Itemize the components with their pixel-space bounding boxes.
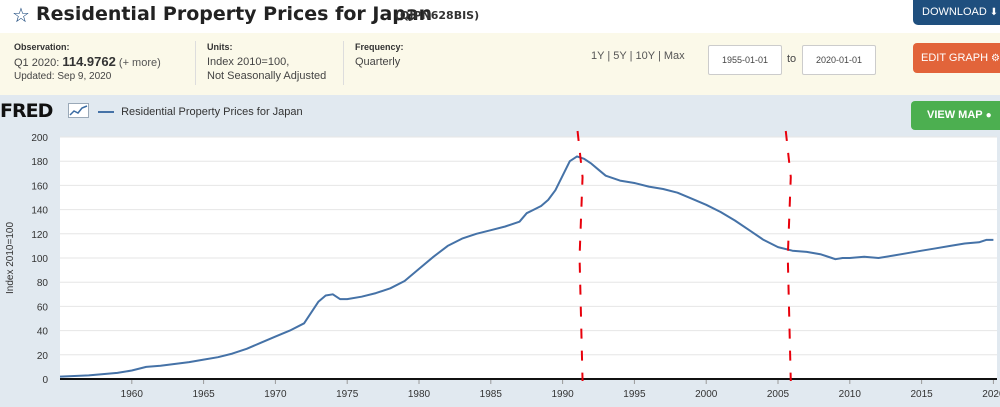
fred-logo: FRED (0, 100, 53, 122)
observation-label: Observation: (14, 42, 70, 52)
y-tick-label: 160 (31, 181, 48, 192)
favorite-star-icon[interactable]: ☆ (12, 5, 30, 27)
x-tick-label: 1975 (336, 389, 359, 400)
start-date-input[interactable]: 1955-01-01 (708, 45, 782, 75)
y-tick-label: 60 (37, 302, 49, 313)
x-tick-label: 2000 (695, 389, 718, 400)
chart-legend: Residential Property Prices for Japan (98, 106, 303, 118)
y-tick-label: 100 (31, 254, 48, 265)
x-tick-label: 1980 (408, 389, 431, 400)
y-tick-label: 120 (31, 230, 48, 241)
page-title: Residential Property Prices for Japan (36, 3, 433, 25)
legend-swatch (98, 111, 114, 114)
download-icon: ⬇ (989, 7, 999, 18)
y-tick-label: 0 (42, 375, 48, 386)
series-id: (QJPN628BIS) (395, 9, 480, 22)
observation-value: 114.9762 (62, 54, 116, 69)
legend-series-label: Residential Property Prices for Japan (121, 106, 303, 118)
download-button[interactable]: DOWNLOAD ⬇ (913, 0, 1000, 25)
y-tick-label: 140 (31, 206, 48, 217)
series-line (59, 155, 994, 378)
range-5y-button[interactable]: 5Y (613, 50, 627, 62)
x-tick-label: 1970 (264, 389, 287, 400)
end-date-input[interactable]: 2020-01-01 (802, 45, 876, 75)
x-tick-label: 1995 (623, 389, 646, 400)
x-tick-label: 2015 (910, 389, 933, 400)
range-max-button[interactable]: Max (663, 50, 685, 62)
y-tick-label: 40 (37, 327, 49, 338)
edit-graph-label: EDIT GRAPH (921, 52, 989, 64)
x-tick-label: 1985 (480, 389, 503, 400)
units-line-2: Not Seasonally Adjusted (207, 70, 327, 82)
page-header: ☆ Residential Property Prices for Japan … (0, 0, 1000, 33)
fred-chart-icon (68, 103, 89, 118)
range-separator: | (607, 50, 611, 62)
observation-more-link[interactable]: (+ more) (118, 57, 161, 69)
divider (343, 41, 344, 85)
y-axis-title: Index 2010=100 (5, 222, 16, 294)
units-label: Units: (207, 42, 233, 52)
x-tick-label: 2020 (982, 389, 1000, 400)
y-tick-label: 200 (31, 133, 48, 144)
y-tick-label: 180 (31, 157, 48, 168)
range-separator: | (657, 50, 661, 62)
annotation-dashed-line (784, 130, 792, 382)
date-to-label: to (787, 53, 797, 65)
view-map-button[interactable]: VIEW MAP ● (911, 101, 1000, 130)
observation-line: Q1 2020: 114.9762 (+ more) (14, 55, 161, 70)
globe-icon: ● (985, 110, 992, 121)
range-1y-button[interactable]: 1Y (591, 50, 605, 62)
view-map-label: VIEW MAP (927, 109, 983, 121)
x-tick-label: 1960 (121, 389, 144, 400)
y-tick-label: 20 (37, 351, 49, 362)
download-label: DOWNLOAD (922, 6, 987, 18)
x-tick-label: 1990 (551, 389, 574, 400)
edit-graph-button[interactable]: EDIT GRAPH ⚙ (913, 43, 1000, 73)
updated-date: Updated: Sep 9, 2020 (14, 71, 112, 82)
frequency-value: Quarterly (355, 56, 401, 68)
divider (195, 41, 196, 85)
annotation-dashed-line (576, 130, 584, 382)
units-line-1: Index 2010=100, (207, 56, 290, 68)
observation-period: Q1 2020: (14, 57, 60, 69)
range-10y-button[interactable]: 10Y (635, 50, 655, 62)
x-tick-label: 2005 (767, 389, 790, 400)
y-tick-label: 80 (37, 278, 49, 289)
range-selector: 1Y | 5Y | 10Y | Max (591, 50, 685, 62)
x-tick-label: 1965 (192, 389, 215, 400)
gear-icon: ⚙ (991, 53, 1000, 64)
x-tick-label: 2010 (839, 389, 862, 400)
frequency-label: Frequency: (355, 42, 404, 52)
range-separator: | (629, 50, 633, 62)
